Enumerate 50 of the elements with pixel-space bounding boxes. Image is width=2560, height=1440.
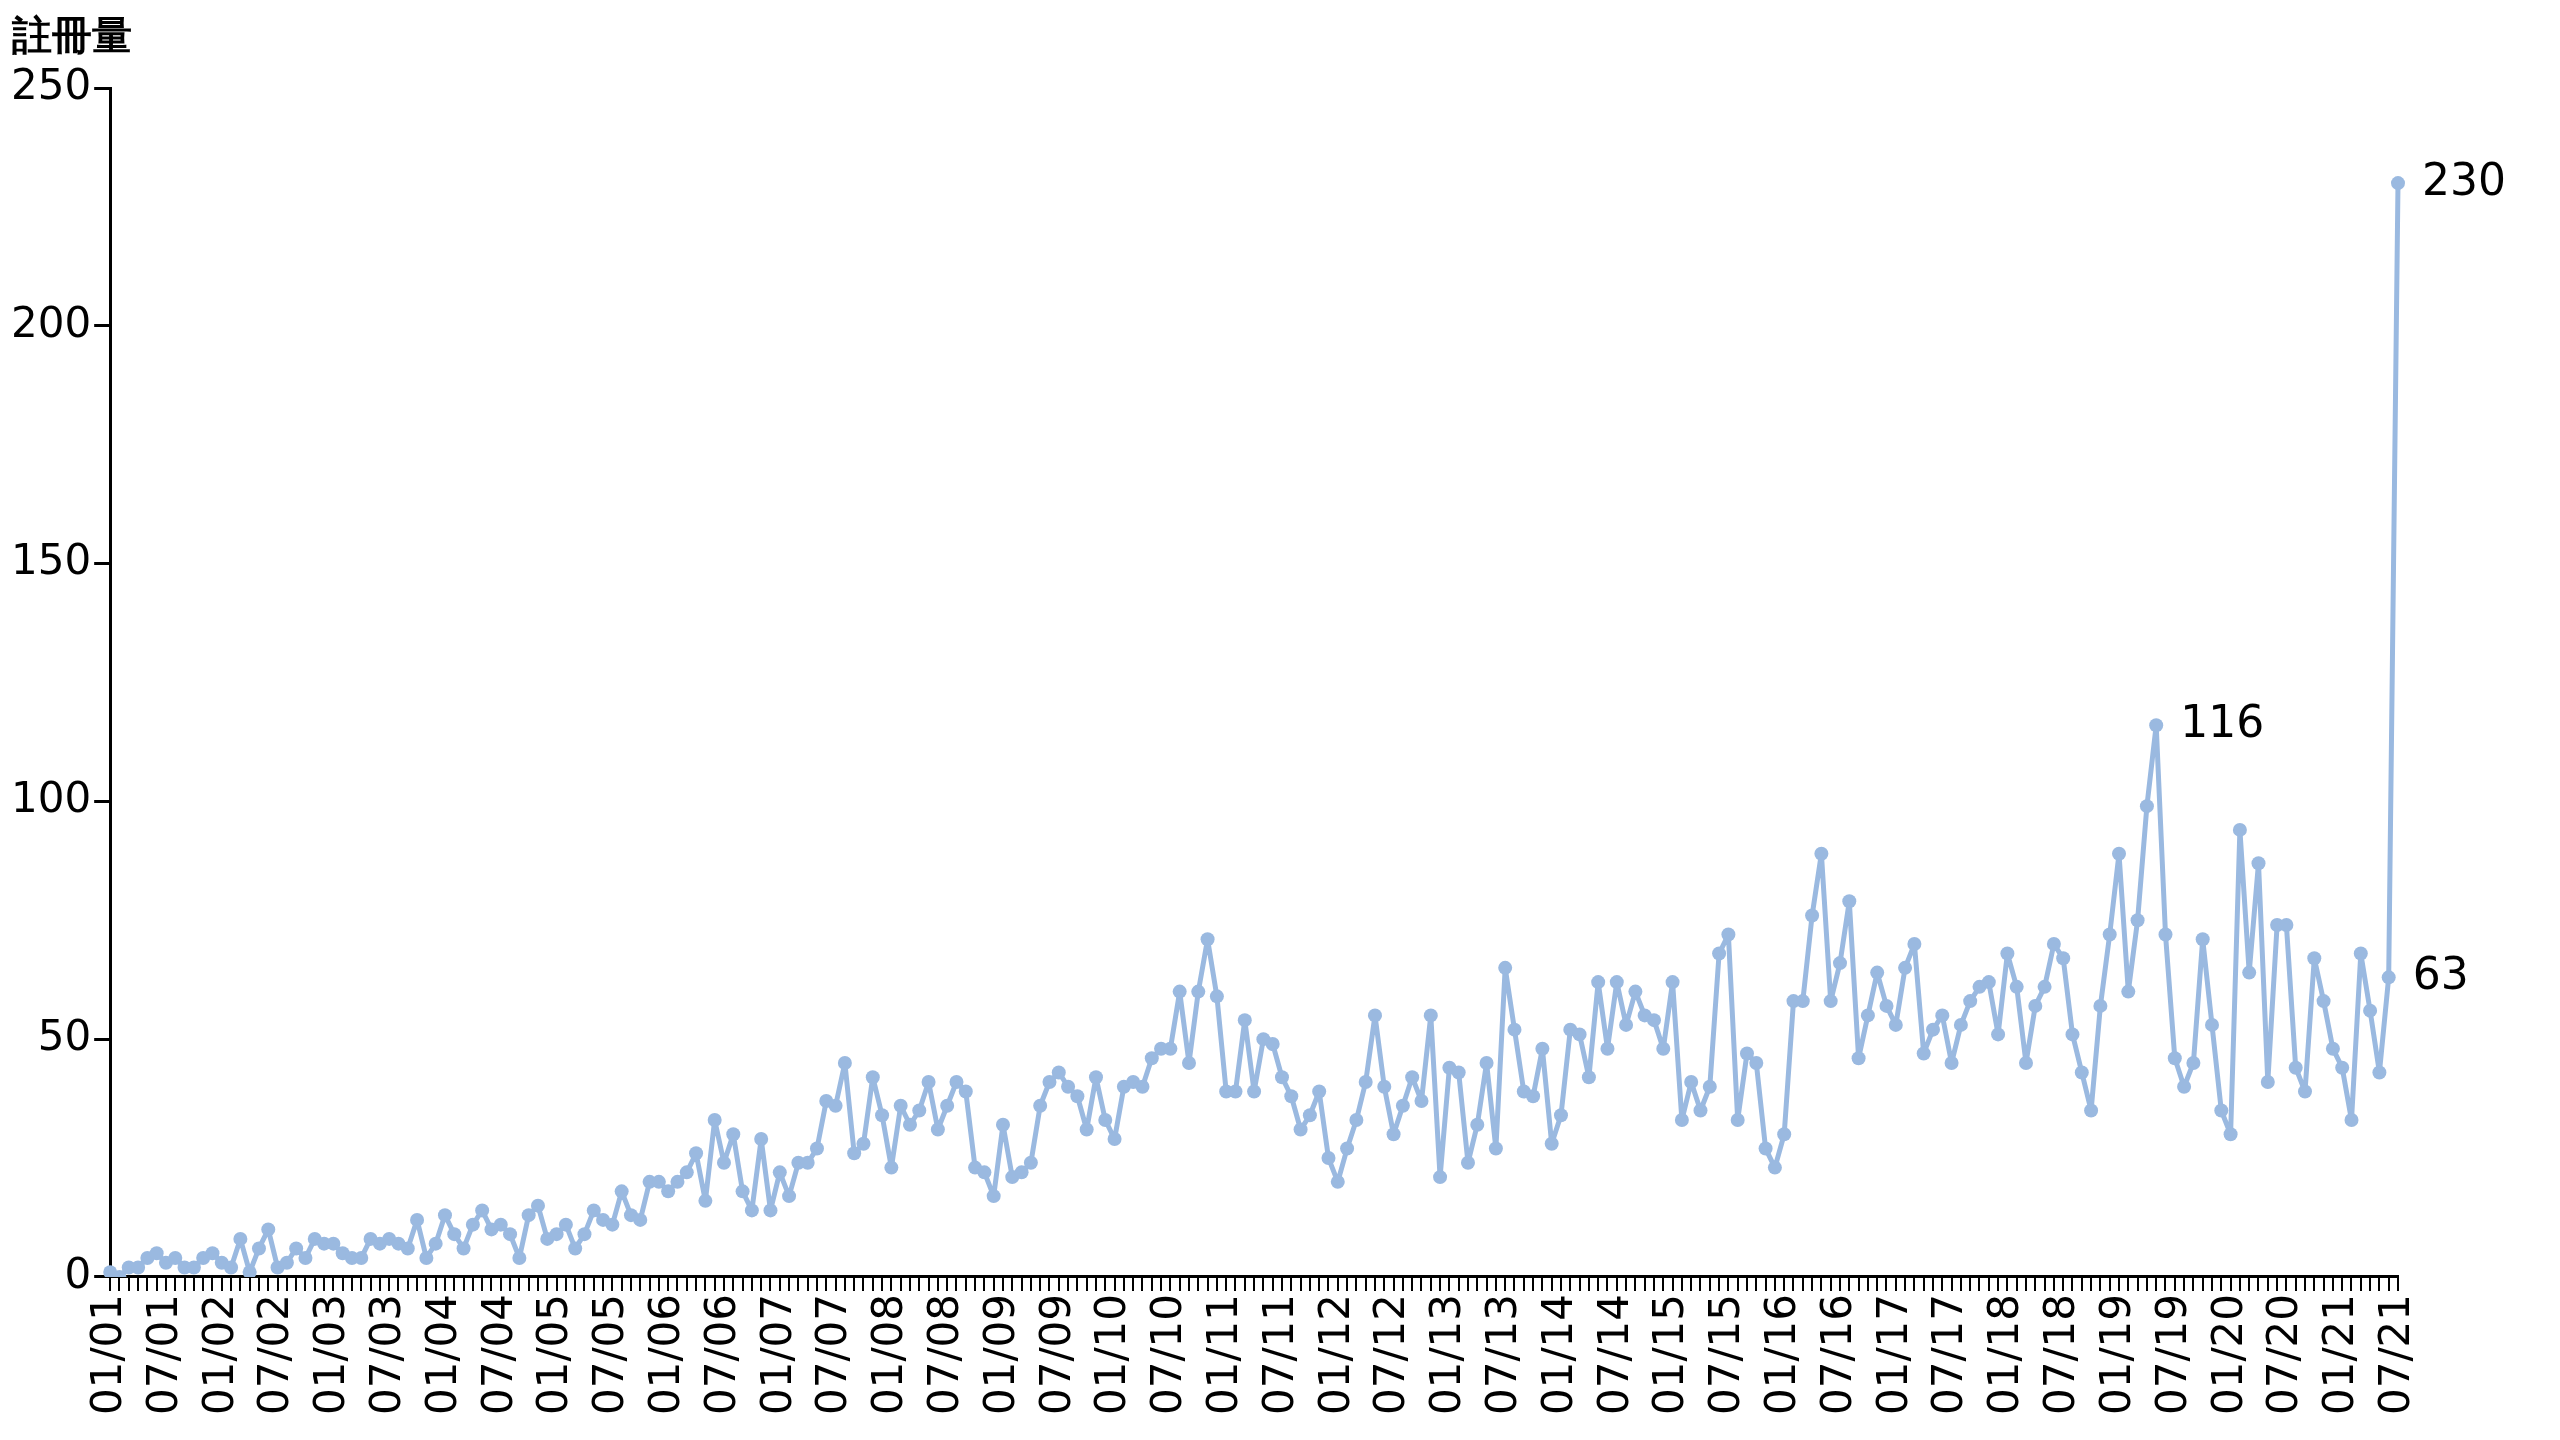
x-tick-label: 01/10	[1086, 1293, 1136, 1416]
x-tick-label: 07/21	[2369, 1293, 2419, 1416]
x-tick-label: 07/11	[1253, 1293, 1303, 1416]
x-tick-label: 07/06	[695, 1293, 745, 1416]
data-label: 230	[2422, 153, 2506, 205]
x-tick-label: 07/02	[249, 1293, 299, 1416]
y-tick-label: 200	[10, 297, 92, 347]
y-tick-label: 50	[37, 1011, 92, 1061]
x-tick-label: 07/01	[137, 1293, 187, 1416]
x-tick-label: 01/12	[1309, 1293, 1359, 1416]
x-tick-label: 07/16	[1811, 1293, 1861, 1416]
x-tick-label: 07/03	[361, 1293, 411, 1416]
x-tick-label: 07/10	[1142, 1293, 1192, 1416]
y-axis-title: 註冊量	[11, 11, 133, 58]
x-tick-label: 01/19	[2090, 1293, 2140, 1416]
x-tick-label: 01/05	[528, 1293, 578, 1416]
x-tick-label: 01/17	[1867, 1293, 1917, 1416]
x-tick-label: 01/02	[193, 1293, 243, 1416]
x-tick-label: 07/14	[1588, 1293, 1638, 1416]
x-tick-label: 07/09	[1030, 1293, 1080, 1416]
y-tick-label: 250	[10, 59, 92, 109]
x-tick-label: 01/03	[305, 1293, 355, 1416]
data-label: 116	[2180, 695, 2265, 747]
x-tick-label: 07/13	[1477, 1293, 1527, 1416]
x-tick-label: 01/15	[1644, 1293, 1694, 1416]
x-tick-label: 07/12	[1365, 1293, 1415, 1416]
x-tick-label: 07/04	[472, 1293, 522, 1416]
x-tick-label: 01/04	[416, 1293, 466, 1416]
x-tick-label: 07/17	[1923, 1293, 1973, 1416]
x-tick-label: 01/11	[1198, 1293, 1248, 1416]
x-tick-label: 01/14	[1532, 1293, 1582, 1416]
x-tick-label: 01/08	[863, 1293, 913, 1416]
x-tick-label: 07/08	[919, 1293, 969, 1416]
x-tick-label: 01/18	[1979, 1293, 2029, 1416]
x-tick-label: 01/16	[1756, 1293, 1806, 1416]
data-label: 63	[2412, 947, 2469, 999]
x-tick-label: 07/18	[2035, 1293, 2085, 1416]
x-tick-label: 07/07	[807, 1293, 857, 1416]
x-tick-label: 07/19	[2146, 1293, 2196, 1416]
x-tick-label: 01/07	[751, 1293, 801, 1416]
y-tick-label: 150	[10, 535, 92, 585]
x-tick-label: 07/05	[584, 1293, 634, 1416]
y-tick-label: 100	[10, 773, 92, 823]
x-tick-label: 01/09	[974, 1293, 1024, 1416]
x-tick-label: 01/20	[2202, 1293, 2252, 1416]
x-tick-label: 01/06	[640, 1293, 690, 1416]
x-tick-label: 07/15	[1700, 1293, 1750, 1416]
x-tick-label: 01/13	[1421, 1293, 1471, 1416]
x-tick-label: 01/21	[2314, 1293, 2364, 1416]
x-tick-label: 07/20	[2258, 1293, 2308, 1416]
